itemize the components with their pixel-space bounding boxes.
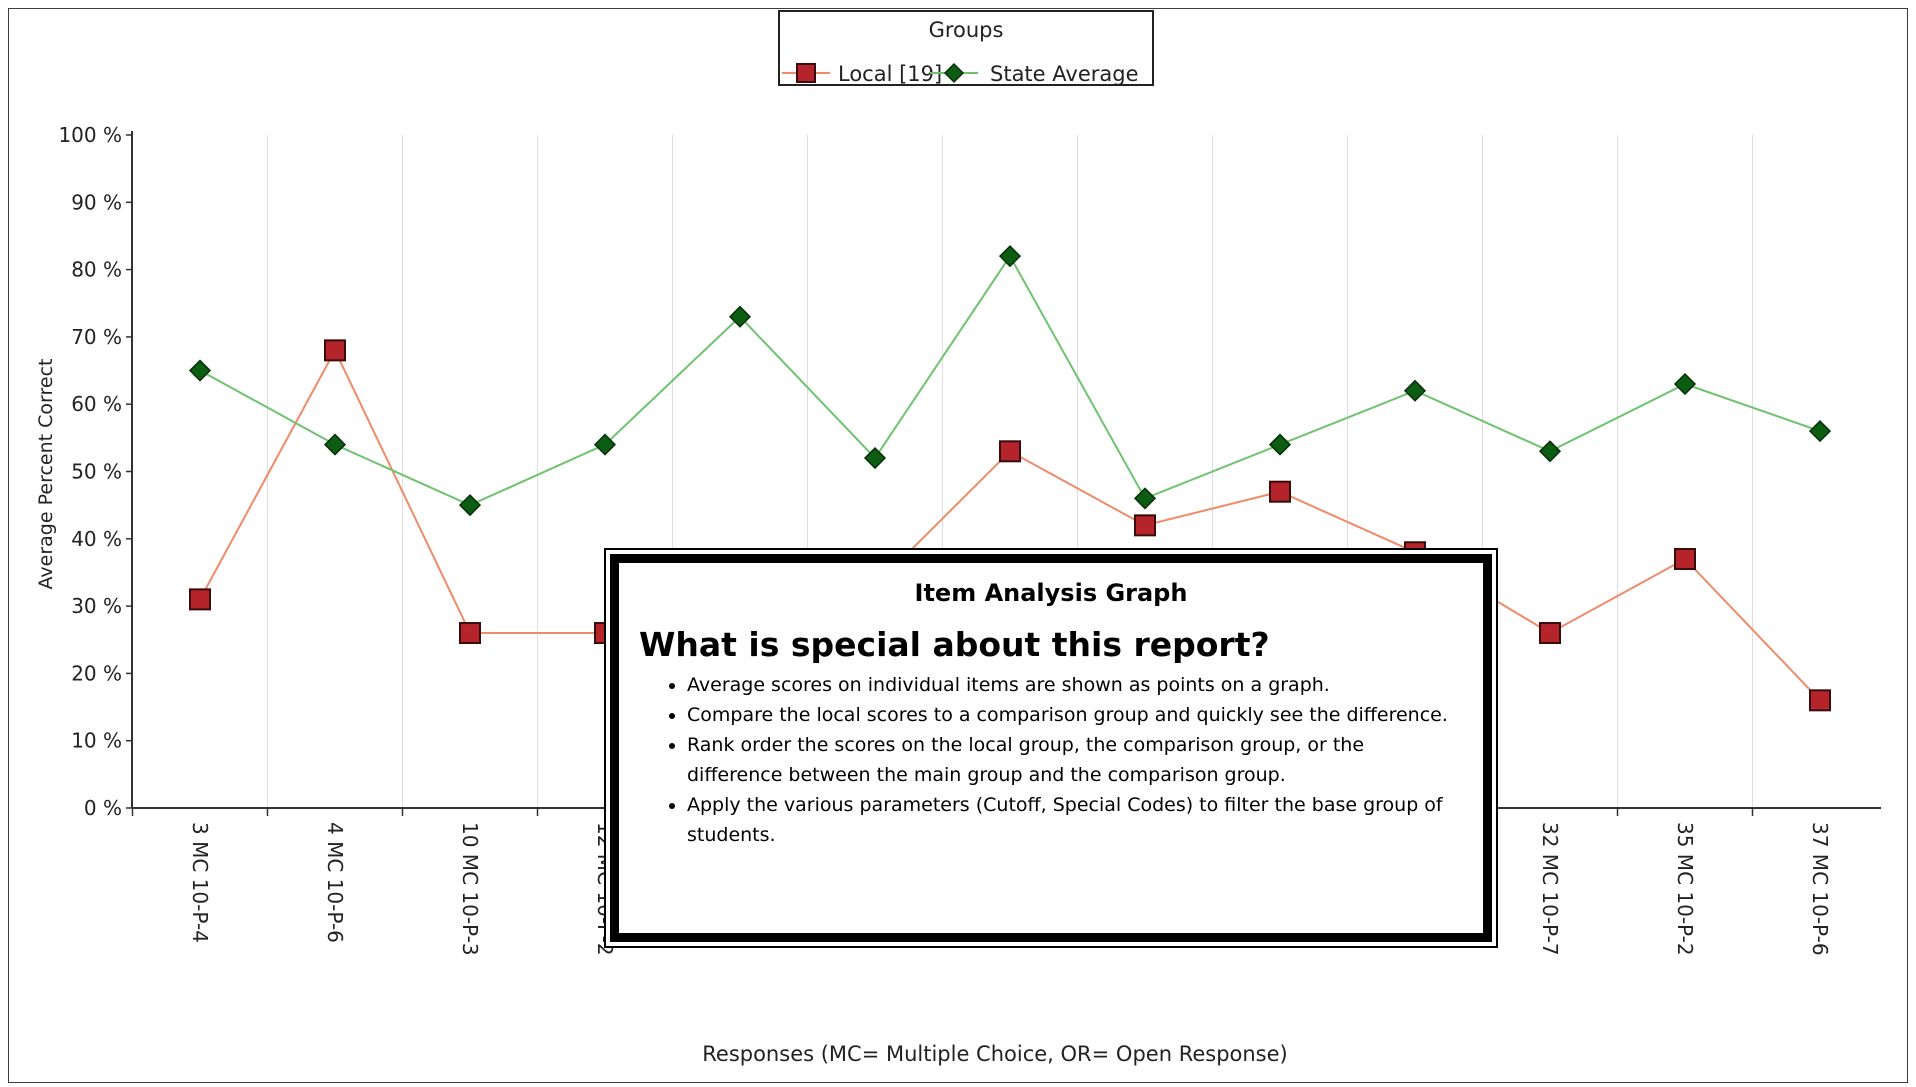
data-point-state [1673,372,1697,396]
local-marker-icon [796,63,816,83]
popup-bullet: Rank order the scores on the local group… [687,730,1463,790]
y-tick-label: 0 % [84,796,122,820]
x-tick-label: 3 MC 10-P-4 [188,822,212,943]
y-tick-label: 60 % [71,392,122,416]
data-point-local [1674,547,1696,570]
state-marker-icon [943,62,965,84]
popup-title: Item Analysis Graph [914,579,1188,607]
x-tick-label: 37 MC 10-P-6 [1808,822,1832,956]
legend-title: Groups [928,18,1004,42]
data-point-local [1134,514,1156,537]
y-tick-label: 20 % [71,661,122,685]
y-tick-label: 10 % [71,729,122,753]
data-point-state [458,494,482,517]
data-point-local [459,622,481,645]
x-tick-label: 35 MC 10-P-2 [1673,822,1697,956]
legend-entry-local: Local [19] [782,62,942,84]
data-point-local [1539,622,1561,645]
x-tick-label: 32 MC 10-P-7 [1538,822,1562,956]
y-tick-label: 90 % [71,190,122,214]
legend-label-local: Local [19] [838,62,942,84]
x-tick-label: 10 MC 10-P-3 [458,822,482,956]
data-point-local [189,588,211,611]
y-tick-label: 50 % [71,460,122,484]
info-popup-body: Item Analysis Graph What is special abou… [610,554,1492,942]
data-point-state [1133,487,1157,510]
y-axis-title: Average Percent Correct [35,359,57,590]
info-popup[interactable]: Item Analysis Graph What is special abou… [604,548,1498,948]
y-tick-label: 30 % [71,594,122,618]
popup-bullet: Apply the various parameters (Cutoff, Sp… [687,790,1463,850]
data-point-state [728,305,752,328]
data-point-state [1268,433,1292,456]
legend: Groups Local [19] State Average [778,10,1154,86]
data-point-state [1403,379,1427,402]
popup-bullet: Average scores on individual items are s… [687,670,1463,700]
data-point-state [323,433,347,456]
data-point-state [1538,440,1562,463]
data-point-local [1809,689,1831,712]
popup-heading: What is special about this report? [639,625,1270,664]
popup-bullet: Compare the local scores to a comparison… [687,700,1463,730]
data-point-state [863,446,887,470]
x-axis-title: Responses (MC= Multiple Choice, OR= Open… [702,1042,1288,1066]
data-point-local [324,339,346,362]
legend-entries: Local [19] State Average [782,62,1139,84]
y-tick-label: 70 % [71,325,122,349]
data-point-state [188,359,212,382]
data-point-state [1808,420,1832,443]
data-point-local [999,440,1021,463]
legend-label-state: State Average [990,62,1139,84]
data-point-state [593,433,617,456]
data-point-state [998,245,1022,268]
y-tick-label: 100 % [58,123,122,147]
series-line-state [199,254,1821,507]
y-tick-label: 40 % [71,527,122,551]
legend-entry-state: State Average [930,62,1139,84]
x-tick-label: 4 MC 10-P-6 [323,822,347,943]
data-point-local [1269,480,1291,503]
popup-bullet-list: Average scores on individual items are s… [639,670,1463,850]
y-tick-label: 80 % [71,258,122,282]
